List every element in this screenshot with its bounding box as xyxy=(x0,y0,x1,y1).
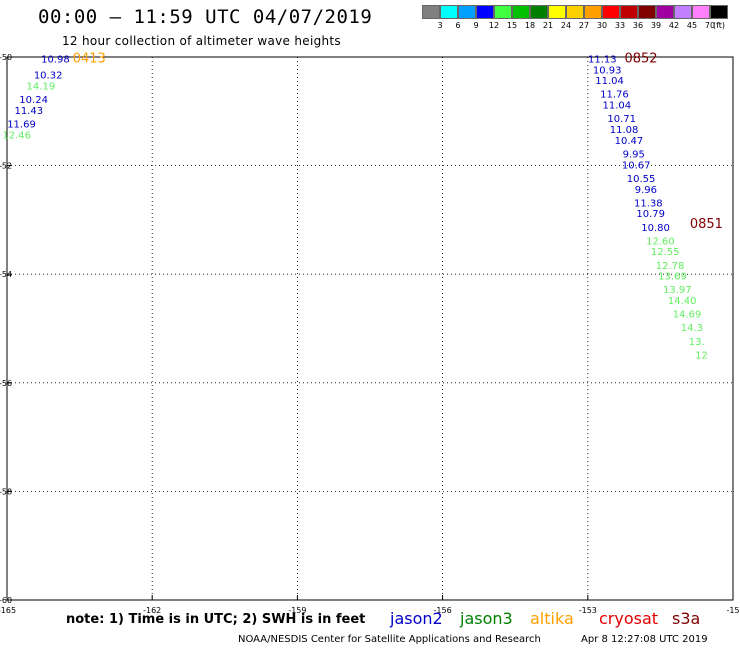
chart-subtitle: 12 hour collection of altimeter wave hei… xyxy=(62,34,341,48)
wave-height-label: 14.40 xyxy=(668,296,697,307)
color-scale-label: 6 xyxy=(455,21,461,30)
wave-height-label: 10.24 xyxy=(19,95,48,106)
color-scale-label: 9 xyxy=(473,21,479,30)
color-scale-swatch xyxy=(566,5,584,19)
x-tick-label: -15 xyxy=(726,606,739,615)
pass-time-label: 0413 xyxy=(73,51,106,66)
color-scale-swatch xyxy=(710,5,728,19)
color-scale: 3 6 9 12 15 18 21 24 27 30 33 36 39 42 45 70 (ft) xyxy=(422,5,728,33)
color-scale-label: 30 xyxy=(596,21,608,30)
wave-height-label: 11.76 xyxy=(600,90,629,101)
x-tick-label: -162 xyxy=(143,606,161,615)
wave-height-label: 12.78 xyxy=(656,261,685,272)
y-tick-label: -52 xyxy=(0,162,12,171)
wave-height-label: 11.08 xyxy=(610,125,639,136)
wave-height-label: 14.69 xyxy=(673,310,702,321)
color-scale-swatch xyxy=(674,5,692,19)
color-scale-label: 24 xyxy=(560,21,572,30)
color-scale-swatch xyxy=(512,5,530,19)
wave-height-label: 12.46 xyxy=(2,130,31,141)
wave-height-label: 10.32 xyxy=(34,71,63,82)
wave-height-label: 11.04 xyxy=(595,76,624,87)
generation-timestamp: Apr 8 12:27:08 UTC 2019 xyxy=(581,634,708,645)
color-scale-label: 3 xyxy=(437,21,443,30)
wave-height-label: 10.80 xyxy=(641,223,670,234)
wave-height-label: 10.93 xyxy=(593,65,622,76)
wave-height-label: 10.71 xyxy=(607,114,636,125)
color-scale-swatch xyxy=(656,5,674,19)
wave-height-label: 11.69 xyxy=(7,120,36,131)
color-scale-label: 45 xyxy=(686,21,698,30)
units-note: note: 1) Time is in UTC; 2) SWH is in fe… xyxy=(66,612,366,627)
color-scale-swatch xyxy=(620,5,638,19)
wave-height-label: 11.04 xyxy=(603,101,632,112)
x-tick-label: -156 xyxy=(434,606,452,615)
x-tick-label: -153 xyxy=(579,606,597,615)
wave-height-label: 11.13 xyxy=(588,54,617,65)
color-scale-label: 12 xyxy=(488,21,500,30)
pass-time-label: 0851 xyxy=(690,217,723,232)
color-scale-label: 18 xyxy=(524,21,536,30)
wave-height-label: 10.79 xyxy=(636,209,665,220)
plot-frame xyxy=(6,56,734,601)
color-scale-swatches xyxy=(422,5,728,19)
color-scale-label: 39 xyxy=(650,21,662,30)
color-scale-label: 36 xyxy=(632,21,644,30)
wave-height-label: 10.55 xyxy=(627,174,656,185)
color-scale-label: 33 xyxy=(614,21,626,30)
y-tick-label: -56 xyxy=(0,379,12,388)
color-scale-label: (ft) xyxy=(712,21,726,30)
wave-height-label: 13.97 xyxy=(663,285,692,296)
color-scale-label: 70 xyxy=(704,21,716,30)
wave-height-label: 9.96 xyxy=(635,185,657,196)
wave-height-label: 12.60 xyxy=(646,236,675,247)
color-scale-labels: 3 6 9 12 15 18 21 24 27 30 33 36 39 42 45 70 (ft) xyxy=(422,19,728,33)
color-scale-label: 15 xyxy=(506,21,518,30)
wave-height-label: 13.69 xyxy=(658,272,687,283)
color-scale-label: 27 xyxy=(578,21,590,30)
wave-height-label: 11.38 xyxy=(634,198,663,209)
color-scale-swatch xyxy=(458,5,476,19)
color-scale-swatch xyxy=(476,5,494,19)
y-tick-label: -58 xyxy=(0,487,12,496)
wave-height-label: 14.3 xyxy=(681,323,703,334)
credit-line: NOAA/NESDIS Center for Satellite Applica… xyxy=(238,634,541,645)
x-tick-label: -165 xyxy=(0,606,16,615)
x-tick-label: -159 xyxy=(288,606,306,615)
legend-entry-jason2: jason2 xyxy=(390,609,443,628)
legend-entry-cryosat: cryosat xyxy=(599,609,659,628)
wave-height-label: 13. xyxy=(689,337,705,348)
wave-height-label: 10.67 xyxy=(622,160,651,171)
wave-height-label: 14.19 xyxy=(27,82,56,93)
color-scale-swatch xyxy=(602,5,620,19)
wave-height-label: 9.95 xyxy=(623,149,645,160)
y-tick-label: -60 xyxy=(0,596,12,605)
color-scale-swatch xyxy=(494,5,512,19)
color-scale-swatch xyxy=(440,5,458,19)
wave-height-label: 12 xyxy=(695,350,708,361)
color-scale-swatch xyxy=(530,5,548,19)
color-scale-swatch xyxy=(638,5,656,19)
wave-height-label: 12.55 xyxy=(651,247,680,258)
wave-height-label: 10.47 xyxy=(615,136,644,147)
color-scale-swatch xyxy=(548,5,566,19)
color-scale-swatch xyxy=(692,5,710,19)
pass-time-label: 0852 xyxy=(624,51,657,66)
y-tick-label: -54 xyxy=(0,270,12,279)
color-scale-swatch xyxy=(584,5,602,19)
legend-entry-altika: altika xyxy=(530,609,574,628)
wave-height-label: 10.98 xyxy=(41,54,70,65)
color-scale-label: 42 xyxy=(668,21,680,30)
wave-height-label: 11.43 xyxy=(14,106,43,117)
color-scale-label: 21 xyxy=(542,21,554,30)
chart-title: 00:00 – 11:59 UTC 04/07/2019 xyxy=(38,6,373,28)
legend-entry-s3a: s3a xyxy=(672,609,701,628)
legend-entry-jason3: jason3 xyxy=(460,609,513,628)
y-tick-label: -50 xyxy=(0,53,12,62)
color-scale-swatch xyxy=(422,5,440,19)
